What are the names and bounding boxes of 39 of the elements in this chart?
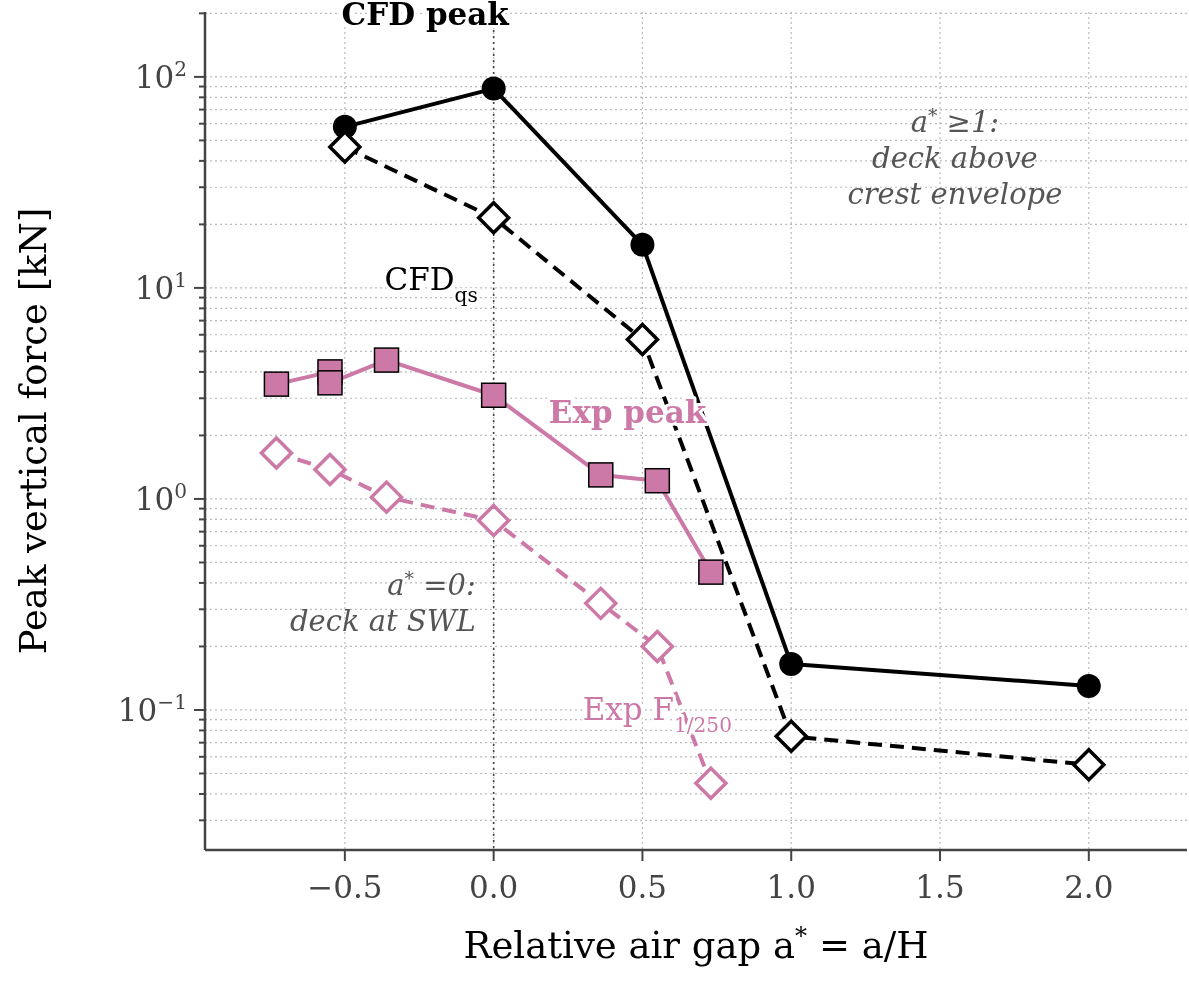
point [588, 462, 614, 488]
point [698, 559, 724, 585]
point [584, 586, 618, 621]
point [263, 371, 290, 397]
y-tick-label: 10$^{1}$ [134, 267, 187, 306]
point [779, 652, 804, 677]
x-tick-label: 0.0 [468, 869, 519, 905]
y-tick-label: 10$^{−1}$ [117, 689, 187, 728]
point [481, 76, 506, 101]
point [480, 382, 507, 409]
x-tick-label: 0.5 [617, 869, 668, 905]
y-axis-title: Peak vertical force [kN] [12, 207, 55, 655]
point [774, 719, 808, 754]
point [317, 370, 343, 396]
x-tick-label: 1.0 [766, 869, 816, 905]
point [625, 322, 660, 357]
point [369, 480, 404, 514]
point [1072, 748, 1106, 782]
point [644, 467, 671, 494]
series-label: CFD peak [341, 0, 511, 33]
point [640, 629, 675, 664]
annotation: a$^{*}$=0: deck at SWL [289, 567, 476, 639]
x-tick-label: 1.5 [915, 869, 965, 905]
annotation: a$^{*}$≥1: deck above crest envelope [847, 104, 1063, 211]
x-tick-label: −0.5 [307, 869, 383, 905]
point [476, 503, 511, 538]
series-label: Exp F$_{1/250}$ [582, 690, 732, 737]
y-tick-label: 10$^{0}$ [134, 478, 187, 517]
x-axis-title: Relative air gap a$^{*}$ = a/H [463, 922, 929, 967]
point [259, 436, 294, 470]
point [373, 347, 400, 373]
point [630, 232, 655, 257]
point [476, 201, 511, 235]
series-label: CFD$_{qs}$ [384, 260, 478, 307]
point [313, 452, 347, 487]
point [1076, 673, 1101, 698]
x-tick-label: 2.0 [1064, 869, 1114, 905]
y-tick-label: 10$^{2}$ [134, 56, 187, 95]
point [694, 766, 728, 800]
